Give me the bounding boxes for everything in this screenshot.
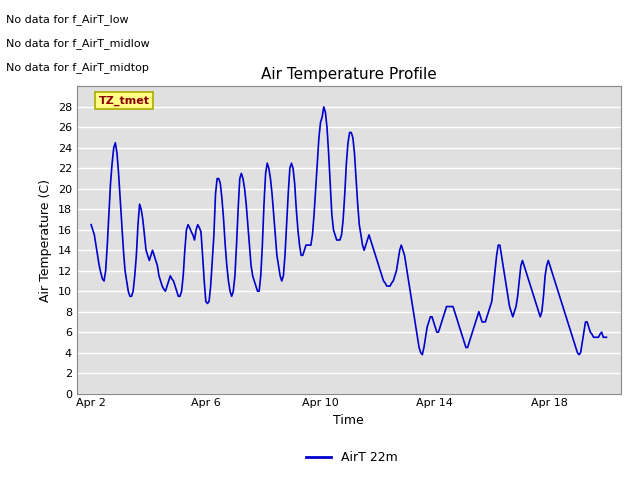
Y-axis label: Air Temperature (C): Air Temperature (C) (39, 179, 52, 301)
X-axis label: Time: Time (333, 414, 364, 427)
Legend: AirT 22m: AirT 22m (301, 446, 403, 469)
Text: TZ_tmet: TZ_tmet (99, 96, 150, 106)
Text: No data for f_AirT_midtop: No data for f_AirT_midtop (6, 62, 149, 73)
Title: Air Temperature Profile: Air Temperature Profile (261, 68, 436, 83)
Text: No data for f_AirT_low: No data for f_AirT_low (6, 14, 129, 25)
Text: No data for f_AirT_midlow: No data for f_AirT_midlow (6, 38, 150, 49)
